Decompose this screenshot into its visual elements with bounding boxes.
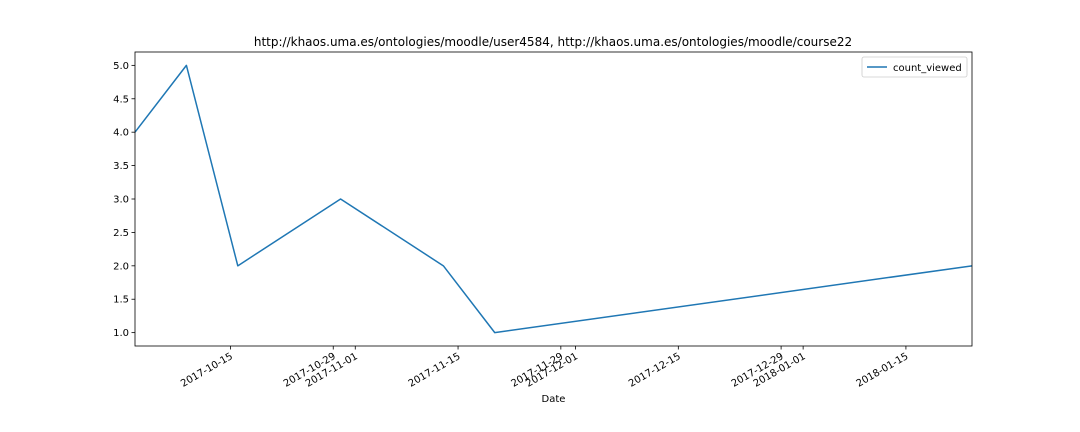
y-tick-label: 4.5	[113, 94, 129, 105]
series-line-count-viewed	[135, 64, 972, 334]
y-tick-label: 3.5	[113, 161, 129, 172]
series-layer	[135, 64, 972, 334]
legend-box	[861, 56, 968, 78]
chart-title: http://khaos.uma.es/ontologies/moodle/us…	[254, 35, 852, 49]
y-tick-label: 5.0	[113, 61, 129, 72]
y-tick-label: 1.0	[113, 328, 129, 339]
y-tick-label: 3.0	[113, 195, 129, 206]
legend: count_viewed	[861, 56, 968, 78]
y-axis-ticks: 1.0 1.5 2.0 2.5 3.0 3.5 4.0 4.5 5.0	[113, 61, 135, 339]
plot-frame	[134, 51, 973, 347]
legend-label-count-viewed: count_viewed	[893, 63, 962, 74]
y-tick-label: 4.0	[113, 128, 129, 139]
x-axis-label: Date	[542, 394, 566, 405]
y-tick-label: 2.0	[113, 261, 129, 272]
y-tick-label: 2.5	[113, 228, 129, 239]
y-tick-label: 1.5	[113, 295, 129, 306]
